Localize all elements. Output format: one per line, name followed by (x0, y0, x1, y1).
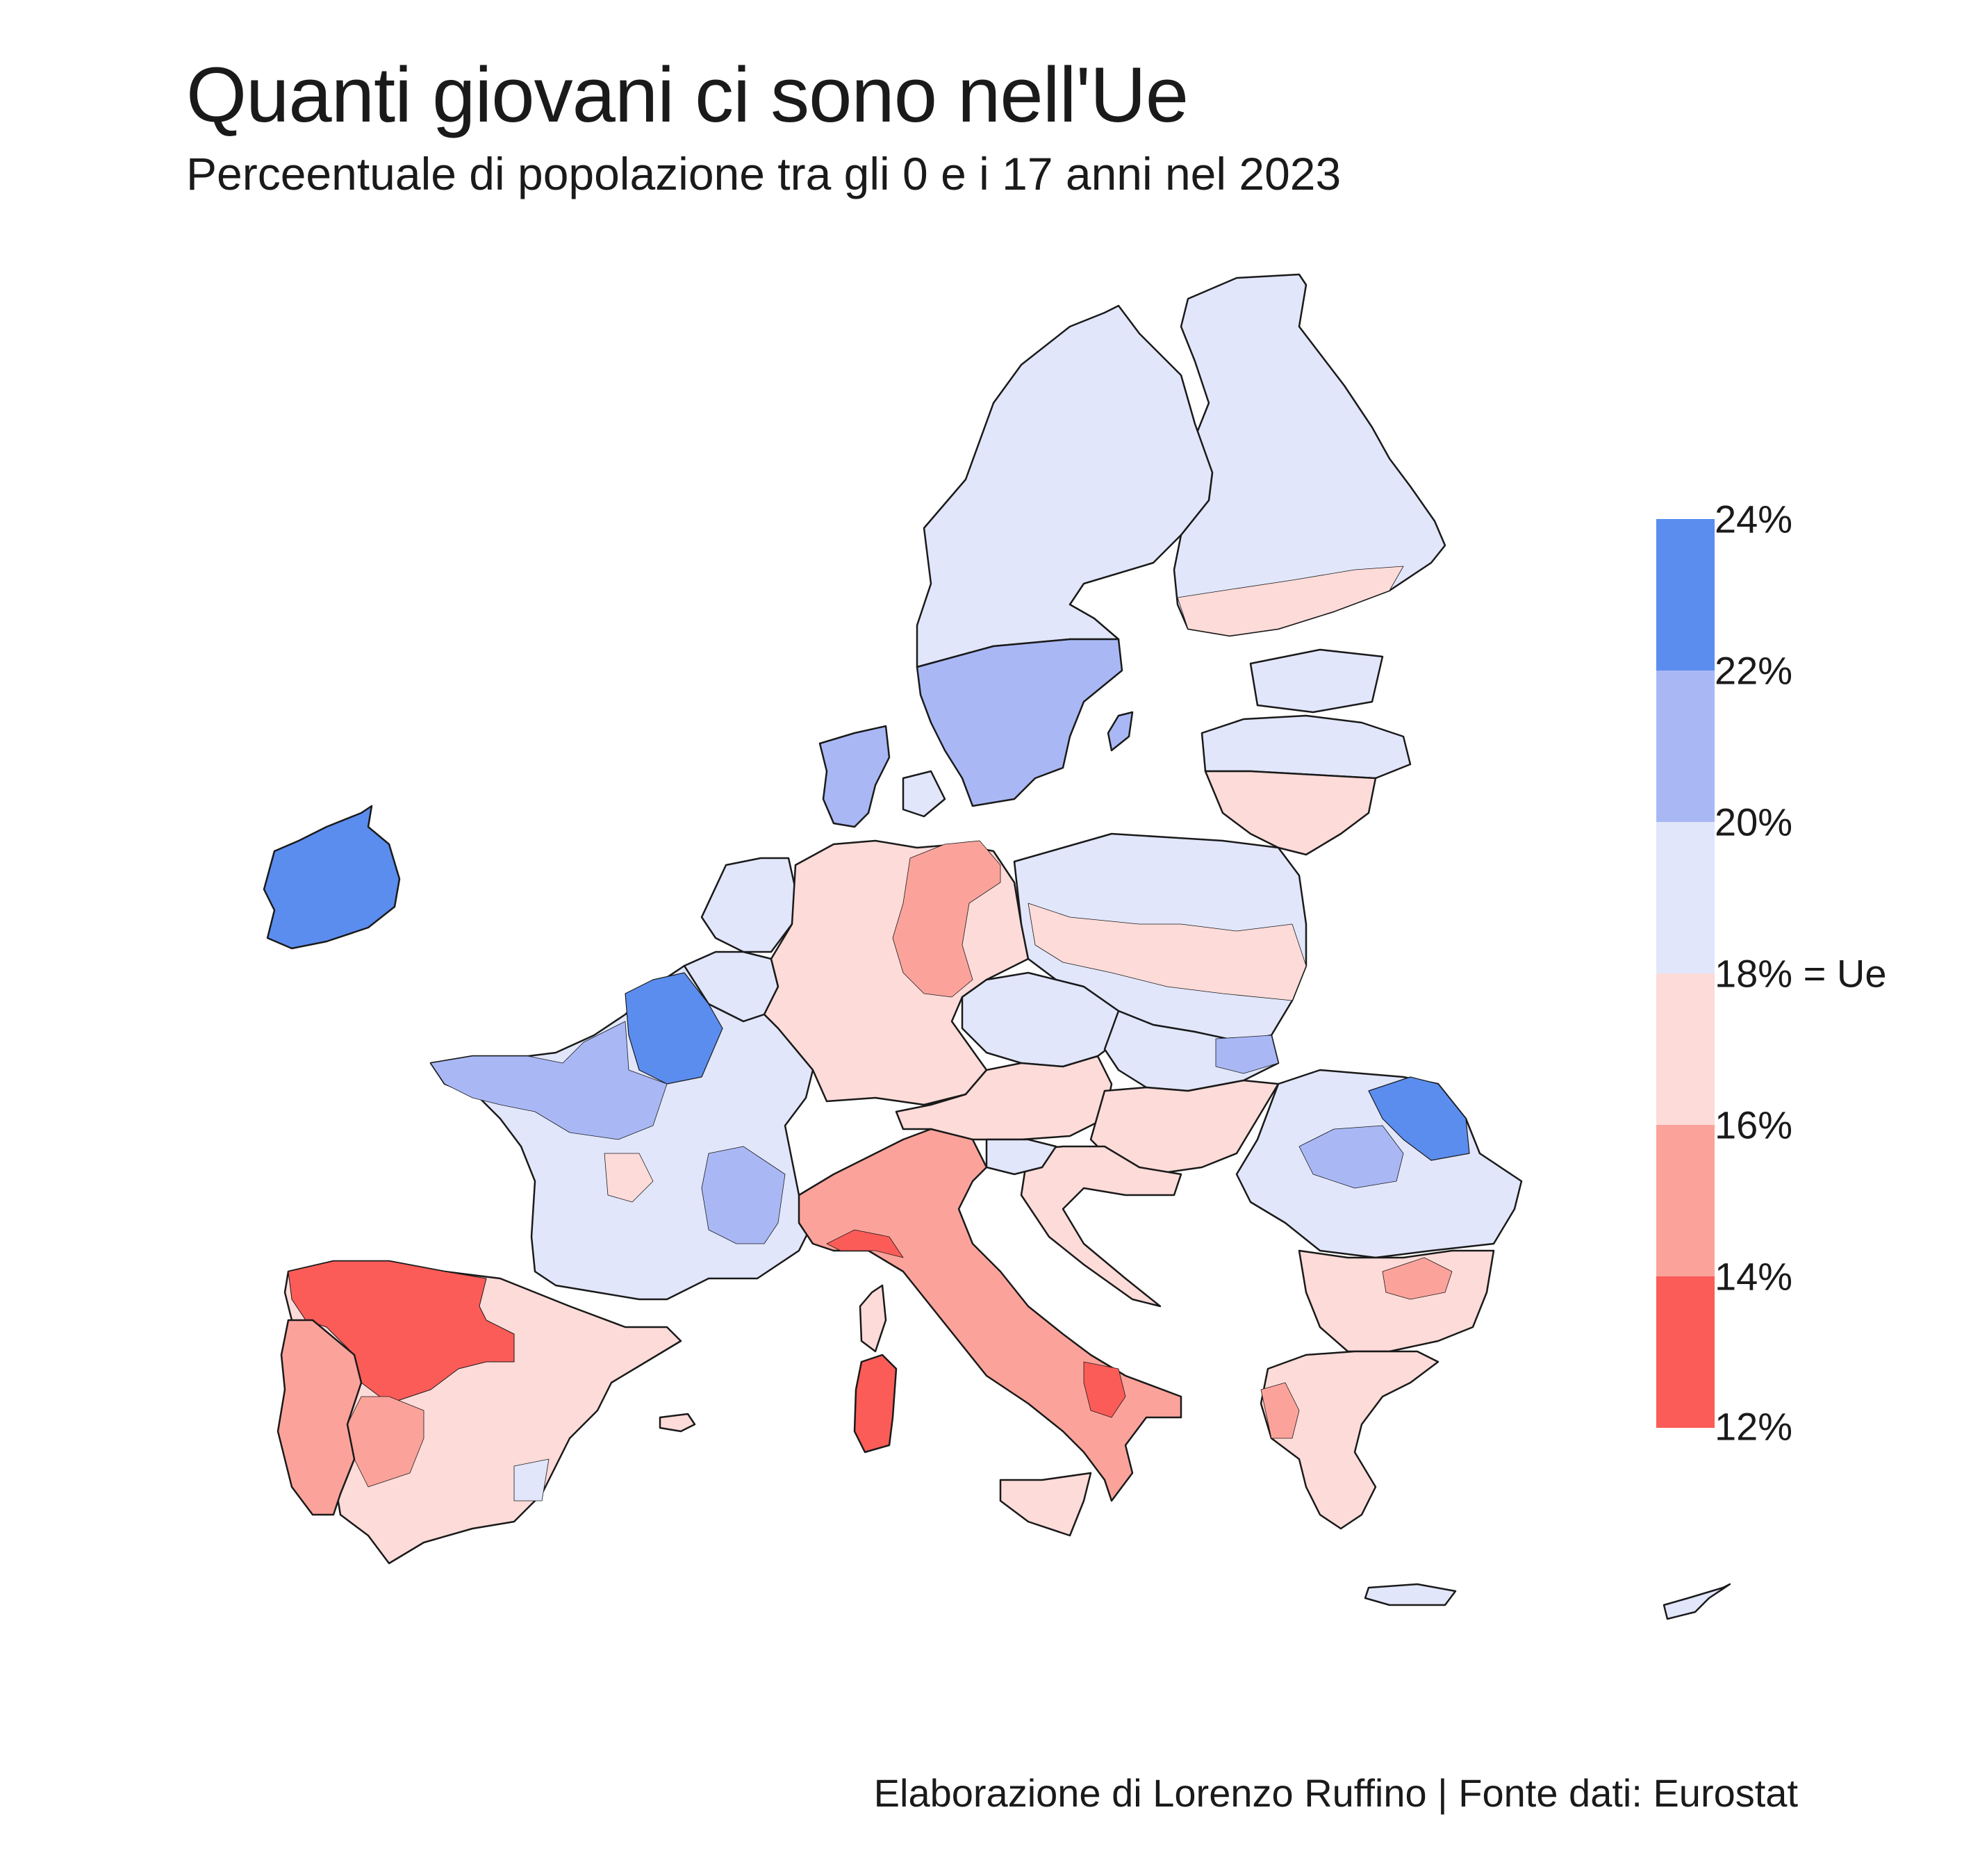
region-sweden-south (916, 638, 1123, 807)
region-bulgaria (1298, 1249, 1495, 1353)
region-france-west (430, 1021, 668, 1140)
legend-bin-22-24 (1656, 519, 1715, 670)
region-italy (798, 1128, 1182, 1502)
region-france-east (701, 1146, 786, 1244)
region-greece (1260, 1350, 1439, 1530)
map-subtitle: Perceentuale di popolazione tra gli 0 e … (186, 148, 1342, 199)
region-sicily (999, 1472, 1092, 1537)
region-estonia (1249, 648, 1384, 714)
region-netherlands (700, 857, 797, 953)
source-caption: Elaborazione di Lorenzo Ruffino | Fonte … (873, 1771, 1798, 1815)
region-germany-east (892, 840, 1001, 998)
legend-bin-14-16 (1656, 1125, 1715, 1276)
legend-bin-16-18 (1656, 973, 1715, 1125)
region-cyprus (1663, 1583, 1731, 1620)
region-poland-south (1028, 903, 1307, 1001)
region-liguria (826, 1229, 904, 1258)
region-portugal (277, 1319, 363, 1516)
legend-label-12: 12% (1715, 1404, 1793, 1449)
legend-label-18-eu: 18% = Ue (1715, 951, 1887, 996)
region-france-center (604, 1153, 654, 1203)
region-romania-northeast (1368, 1076, 1470, 1161)
region-finland-south (1177, 566, 1404, 636)
legend-bin-12-14 (1656, 1276, 1715, 1428)
region-greece-west (1260, 1382, 1300, 1439)
legend-bin-20-22 (1656, 670, 1715, 822)
legend-label-22: 22% (1715, 648, 1793, 693)
region-balearic (659, 1413, 696, 1433)
region-sweden-north (916, 304, 1214, 668)
region-spain-northwest (288, 1260, 515, 1404)
region-croatia (1020, 1145, 1182, 1308)
region-crete (1364, 1583, 1457, 1606)
legend-label-24: 24% (1715, 497, 1793, 541)
legend-label-16: 16% (1715, 1103, 1793, 1147)
region-latvia (1201, 714, 1412, 780)
legend-label-20: 20% (1715, 800, 1793, 844)
region-slovakia-east (1215, 1035, 1279, 1074)
region-sardinia (853, 1353, 898, 1454)
region-lithuania (1204, 770, 1377, 856)
region-france-north (625, 972, 723, 1085)
region-romania-center (1298, 1125, 1404, 1189)
region-corsica (859, 1284, 887, 1353)
region-denmark (818, 725, 891, 828)
region-zealand (902, 770, 946, 818)
legend-label-14: 14% (1715, 1254, 1793, 1299)
region-spain-east-tile (513, 1458, 550, 1501)
legend-bin-18-20 (1656, 822, 1715, 973)
region-bulgaria-southwest (1382, 1257, 1453, 1300)
region-italy-south (1083, 1361, 1126, 1418)
region-ireland (263, 805, 401, 950)
map-title: Quanti giovani ci sono nell'Ue (186, 51, 1189, 138)
region-gotland (1107, 711, 1134, 752)
